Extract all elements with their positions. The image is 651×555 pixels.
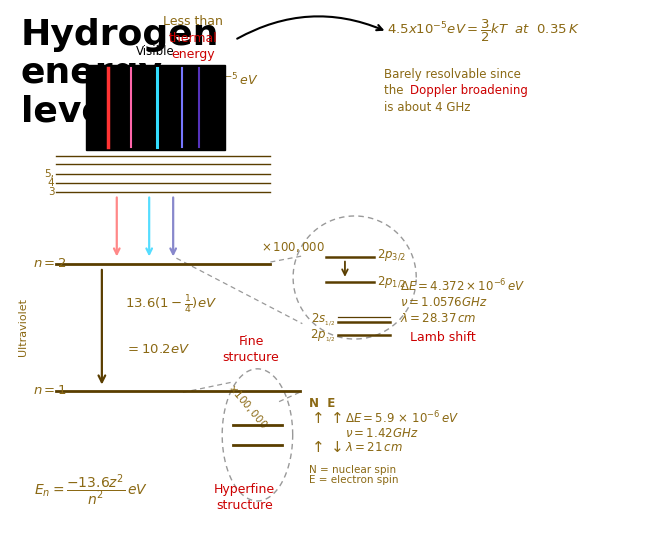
- Text: $=10.2eV$: $=10.2eV$: [124, 343, 189, 356]
- Text: Fine
structure: Fine structure: [223, 335, 279, 365]
- Text: Ultraviolet: Ultraviolet: [18, 298, 27, 356]
- Text: $\lambda=28.37\,cm$: $\lambda=28.37\,cm$: [400, 312, 477, 325]
- Text: $\nu=10.9GHz$: $\nu=10.9GHz$: [141, 90, 219, 103]
- Text: $\Delta E=4.372\times10^{-6}\,eV$: $\Delta E=4.372\times10^{-6}\,eV$: [400, 278, 525, 294]
- Bar: [86, 65, 225, 150]
- Text: the: the: [384, 84, 407, 97]
- Text: $n=2$: $n=2$: [33, 257, 66, 270]
- Text: $n=1$: $n=1$: [33, 384, 66, 397]
- Text: $\uparrow\uparrow$: $\uparrow\uparrow$: [309, 411, 342, 426]
- Text: 4: 4: [48, 178, 55, 188]
- Text: Hydrogen
energy
levels: Hydrogen energy levels: [21, 18, 219, 128]
- Text: 3: 3: [48, 187, 55, 197]
- Text: Doppler broadening: Doppler broadening: [409, 84, 528, 97]
- Text: Less than: Less than: [163, 15, 223, 28]
- Text: $2s_{_{1/2}}$: $2s_{_{1/2}}$: [311, 311, 335, 328]
- Text: $\uparrow\downarrow$: $\uparrow\downarrow$: [309, 440, 342, 455]
- Text: $4.5x10^{-5}eV=\dfrac{3}{2}kT$  $at$  $0.35\,K$: $4.5x10^{-5}eV=\dfrac{3}{2}kT$ $at$ $0.3…: [387, 18, 579, 44]
- Text: energy: energy: [171, 48, 214, 61]
- Text: E = electron spin: E = electron spin: [309, 475, 399, 485]
- Text: $\nu=1.0576GHz$: $\nu=1.0576GHz$: [400, 296, 488, 309]
- Text: Visible: Visible: [136, 46, 174, 58]
- Text: $\lambda=21\,cm$: $\lambda=21\,cm$: [345, 441, 403, 454]
- Text: $\times\,100,000$: $\times\,100,000$: [260, 240, 324, 254]
- Text: $13.6(1-\frac{1}{4})eV$: $13.6(1-\frac{1}{4})eV$: [124, 294, 217, 316]
- Text: $2p_{_{1/2}}$: $2p_{_{1/2}}$: [310, 327, 335, 344]
- Text: $\Delta E=4.5\times10^{-5}\,eV$: $\Delta E=4.5\times10^{-5}\,eV$: [141, 72, 258, 89]
- Text: $\Delta E=5.9\,\times\,10^{-6}\,eV$: $\Delta E=5.9\,\times\,10^{-6}\,eV$: [345, 410, 459, 427]
- Text: Lamb shift: Lamb shift: [409, 331, 475, 344]
- Text: $\times100,000$: $\times100,000$: [225, 380, 270, 431]
- Text: $2p_{1/2}$: $2p_{1/2}$: [378, 274, 406, 290]
- Text: $E_n = \dfrac{-13.6z^2}{n^2}\,eV$: $E_n = \dfrac{-13.6z^2}{n^2}\,eV$: [34, 472, 148, 508]
- Text: Barely resolvable since: Barely resolvable since: [384, 68, 521, 80]
- Text: $\lambda=2.8cm$: $\lambda=2.8cm$: [141, 107, 204, 120]
- Text: N = nuclear spin: N = nuclear spin: [309, 465, 396, 475]
- Text: 5,: 5,: [44, 169, 55, 179]
- Text: $\nu=1.42GHz$: $\nu=1.42GHz$: [345, 427, 419, 440]
- Text: N  E: N E: [309, 397, 335, 410]
- Text: is about 4 GHz: is about 4 GHz: [384, 101, 470, 114]
- Text: Hyperfine
structure: Hyperfine structure: [214, 483, 275, 512]
- Text: thermal: thermal: [168, 32, 217, 45]
- Text: $2p_{3/2}$: $2p_{3/2}$: [378, 248, 406, 263]
